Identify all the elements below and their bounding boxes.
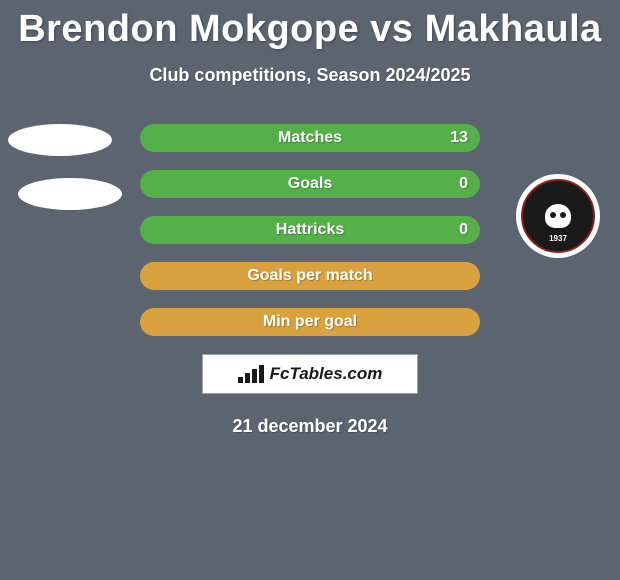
stat-bar: Goals 0 xyxy=(140,170,480,198)
comparison-subtitle: Club competitions, Season 2024/2025 xyxy=(0,65,620,86)
stat-row: Goals 0 xyxy=(0,170,620,198)
comparison-title: Brendon Mokgope vs Makhaula xyxy=(0,0,620,51)
stat-label: Matches xyxy=(278,129,342,147)
stat-value: 13 xyxy=(450,129,468,147)
stat-value: 0 xyxy=(459,221,468,239)
stat-label: Hattricks xyxy=(276,221,344,239)
stat-row: Min per goal xyxy=(0,308,620,336)
stat-bar: Matches 13 xyxy=(140,124,480,152)
bars-container: 1937 Matches13Goals0Hattricks0Goals per … xyxy=(0,124,620,336)
stat-label: Goals per match xyxy=(247,267,372,285)
stat-row: Hattricks 0 xyxy=(0,216,620,244)
stat-value: 0 xyxy=(459,175,468,193)
stat-bar: Min per goal xyxy=(140,308,480,336)
stat-bar: Hattricks 0 xyxy=(140,216,480,244)
stat-label: Min per goal xyxy=(263,313,357,331)
stat-row: Matches 13 xyxy=(0,124,620,152)
bar-chart-icon xyxy=(238,365,266,383)
fctables-label: FcTables.com xyxy=(270,364,383,384)
stat-row: Goals per match xyxy=(0,262,620,290)
stat-bar: Goals per match xyxy=(140,262,480,290)
stat-label: Goals xyxy=(288,175,332,193)
fctables-branding: FcTables.com xyxy=(202,354,418,394)
snapshot-date: 21 december 2024 xyxy=(0,416,620,437)
